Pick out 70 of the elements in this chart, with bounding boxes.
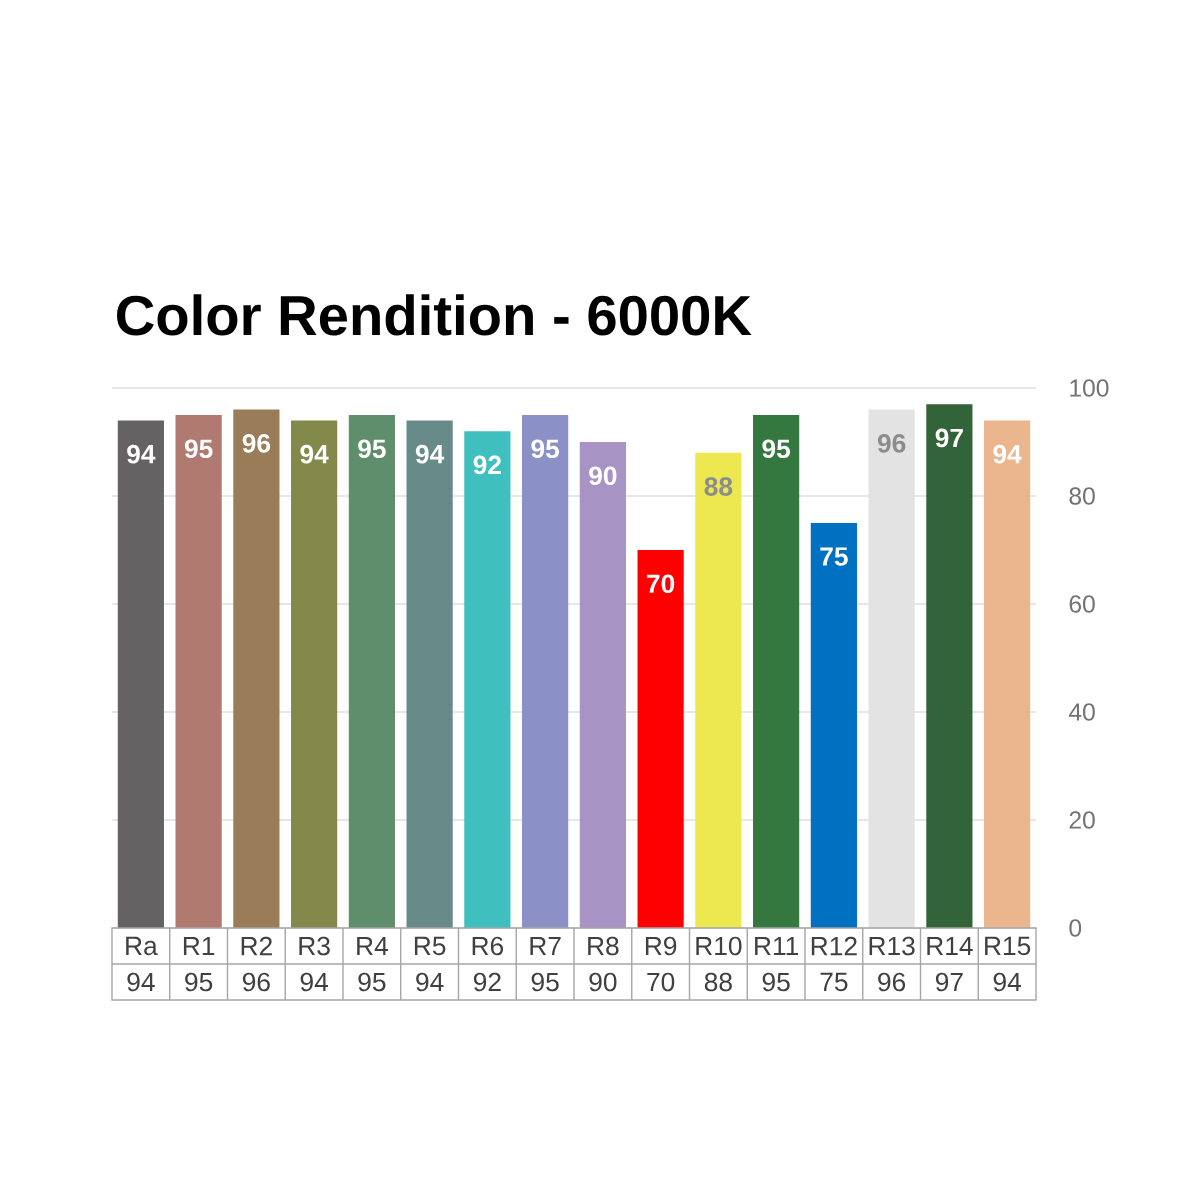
text: 94 xyxy=(993,444,1022,464)
bar xyxy=(117,420,164,929)
x-tick-label: R15 xyxy=(985,936,1031,956)
data-label: 95 xyxy=(185,972,213,992)
x-tick-label: R3 xyxy=(299,936,330,956)
data-label: 97 xyxy=(935,972,963,992)
text: 96 xyxy=(242,434,271,453)
bar xyxy=(810,523,857,929)
bar xyxy=(348,415,395,929)
text: 94 xyxy=(415,444,445,464)
data-label: 70 xyxy=(647,972,675,992)
data-label: 95 xyxy=(762,972,790,992)
bar xyxy=(233,409,280,929)
text: 96 xyxy=(877,434,906,453)
y-tick-label: 20 xyxy=(1069,811,1095,829)
bar xyxy=(753,415,800,929)
data-label: 94 xyxy=(416,972,444,992)
bar xyxy=(926,404,973,929)
data-label: 94 xyxy=(127,972,155,992)
x-tick-label: R11 xyxy=(755,936,799,956)
text: 95 xyxy=(762,439,791,459)
data-label: 95 xyxy=(358,972,386,992)
bar xyxy=(522,415,569,929)
x-tick-label: R14 xyxy=(927,936,973,956)
data-label: 96 xyxy=(242,972,270,992)
text: 94 xyxy=(127,444,156,464)
x-tick-label: R9 xyxy=(645,936,677,956)
bar xyxy=(984,420,1031,929)
x-tick-label: R2 xyxy=(241,936,272,956)
y-tick-label: 40 xyxy=(1068,703,1095,721)
x-tick-label: R1 xyxy=(183,936,215,956)
bar xyxy=(175,415,222,929)
text: 94 xyxy=(300,444,329,464)
text: 88 xyxy=(704,477,733,496)
bar xyxy=(464,431,511,929)
x-tick-label: R13 xyxy=(869,936,915,956)
x-tick-label: R4 xyxy=(357,936,388,956)
bar xyxy=(579,442,626,929)
text: 97 xyxy=(935,428,963,448)
data-label: 75 xyxy=(820,972,848,992)
data-label: 92 xyxy=(473,972,501,992)
bar xyxy=(291,420,338,929)
x-tick-label: R10 xyxy=(696,936,742,956)
data-label: 88 xyxy=(704,972,732,992)
y-tick-label: 60 xyxy=(1069,595,1095,613)
x-tick-label: R5 xyxy=(414,936,446,956)
x-tick-label: R6 xyxy=(472,936,504,956)
text: 92 xyxy=(473,455,501,475)
text: 90 xyxy=(589,466,617,486)
bar xyxy=(695,452,742,929)
data-label: 94 xyxy=(993,972,1022,992)
text: 95 xyxy=(358,439,386,459)
x-tick-label: Ra xyxy=(126,936,158,956)
bar xyxy=(637,550,684,929)
x-tick-label: R7 xyxy=(530,936,561,956)
data-label: 96 xyxy=(878,972,906,992)
data-label: 95 xyxy=(531,972,559,992)
x-tick-label: R8 xyxy=(588,936,619,956)
x-tick-label: R12 xyxy=(811,936,857,956)
bar xyxy=(406,420,453,929)
text: 70 xyxy=(647,574,675,594)
chart-title: Color Rendition - 6000K xyxy=(117,294,752,336)
data-label: 94 xyxy=(300,972,329,992)
y-tick-label: 0 xyxy=(1069,919,1082,937)
y-tick-label: 100 xyxy=(1070,379,1109,397)
y-tick-label: 80 xyxy=(1069,487,1095,505)
text: 95 xyxy=(531,439,560,459)
text: 75 xyxy=(820,547,848,566)
text: 95 xyxy=(184,439,213,459)
data-label: 90 xyxy=(589,972,617,992)
